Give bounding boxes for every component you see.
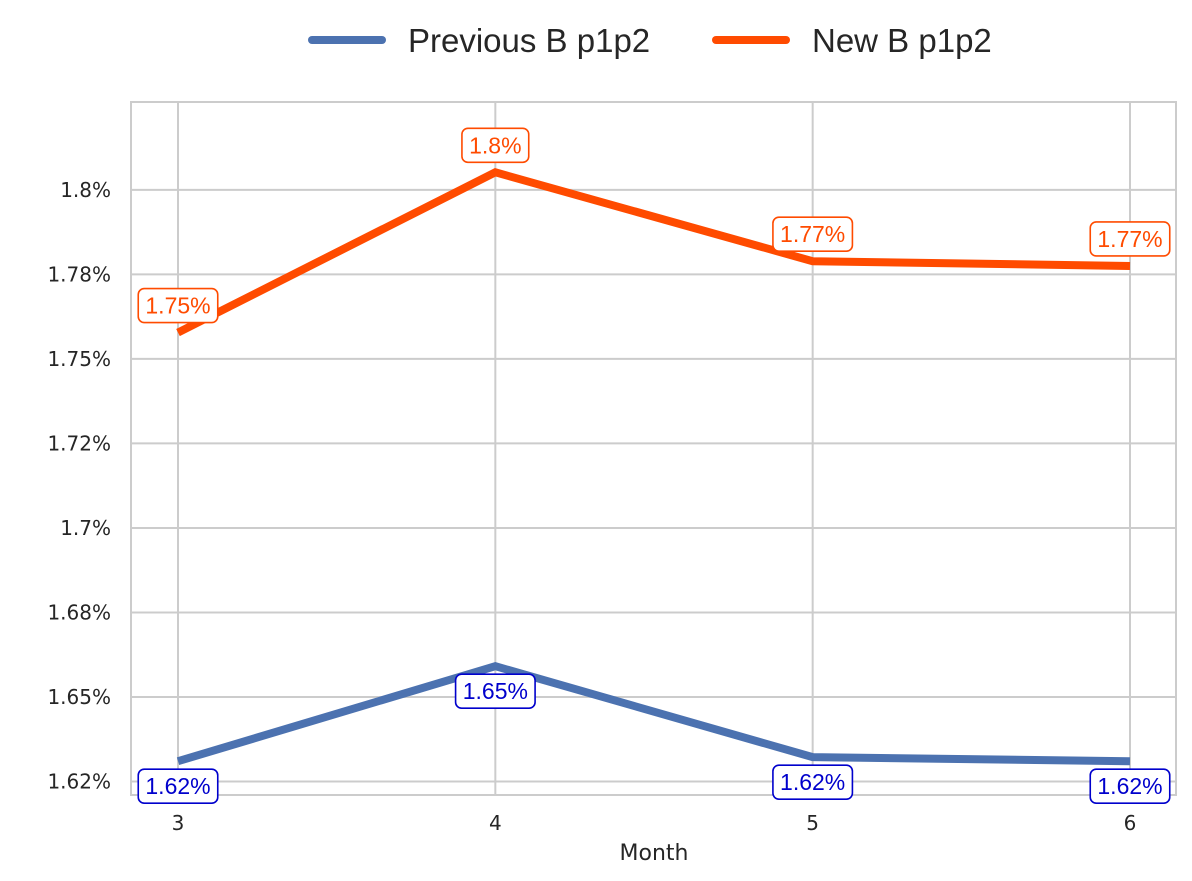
data-label: 1.75% [137, 287, 219, 324]
x-tick-label: 4 [489, 811, 502, 835]
x-tick-label: 5 [806, 811, 819, 835]
data-label: 1.8% [461, 127, 530, 164]
y-tick-label: 1.7% [60, 516, 111, 540]
data-labels: 1.62% 1.65% 1.62% 1.62% 1.75% 1.8% 1.77% 1.77% [137, 127, 1171, 804]
data-label-text: 1.77% [1097, 226, 1162, 252]
y-tick-label: 1.78% [47, 262, 111, 286]
data-label-text: 1.8% [469, 132, 521, 158]
series-line-1 [176, 662, 1131, 766]
y-tick-label: 1.65% [47, 685, 111, 709]
data-label: 1.62% [772, 764, 854, 800]
data-label-text: 1.75% [145, 293, 210, 319]
x-tick-label: 3 [172, 811, 185, 835]
data-label-box [772, 764, 854, 800]
data-label-box [137, 287, 219, 324]
data-label-box [1089, 768, 1171, 804]
y-tick-label: 1.68% [47, 600, 111, 624]
data-label: 1.62% [1089, 768, 1171, 804]
data-label: 1.77% [772, 216, 854, 253]
data-label-text: 1.77% [780, 221, 845, 247]
y-tick-label: 1.72% [47, 431, 111, 455]
data-label: 1.77% [1089, 221, 1171, 257]
x-axis-title: Month [620, 841, 689, 866]
data-label-box [1089, 221, 1171, 257]
series-line-2 [176, 168, 1131, 337]
data-label-text: 1.62% [1097, 773, 1162, 799]
y-tick-label: 1.75% [47, 347, 111, 371]
data-label-box [461, 127, 530, 164]
data-label: 1.65% [454, 673, 536, 710]
x-tick-label: 6 [1124, 811, 1137, 835]
data-label: 1.62% [137, 768, 219, 804]
legend-label: New B p1p2 [812, 22, 992, 59]
data-label-box [454, 673, 536, 710]
legend: Previous B p1p2 New B p1p2 [308, 22, 992, 59]
data-label-text: 1.65% [463, 678, 528, 704]
data-label-box [137, 768, 219, 804]
axis-ticks: 1.62% 1.65% 1.68% 1.7% 1.72% 1.75% 1.78% 1.8% 3 4… [47, 178, 1136, 835]
data-label-text: 1.62% [145, 773, 210, 799]
series-lines [176, 168, 1131, 766]
legend-label: Previous B p1p2 [408, 22, 650, 59]
data-label-text: 1.62% [780, 769, 845, 795]
plot-area-frame [130, 101, 1177, 796]
y-tick-label: 1.8% [60, 178, 111, 202]
grid [131, 102, 1176, 795]
y-tick-label: 1.62% [47, 769, 111, 793]
data-label-box [772, 216, 854, 253]
